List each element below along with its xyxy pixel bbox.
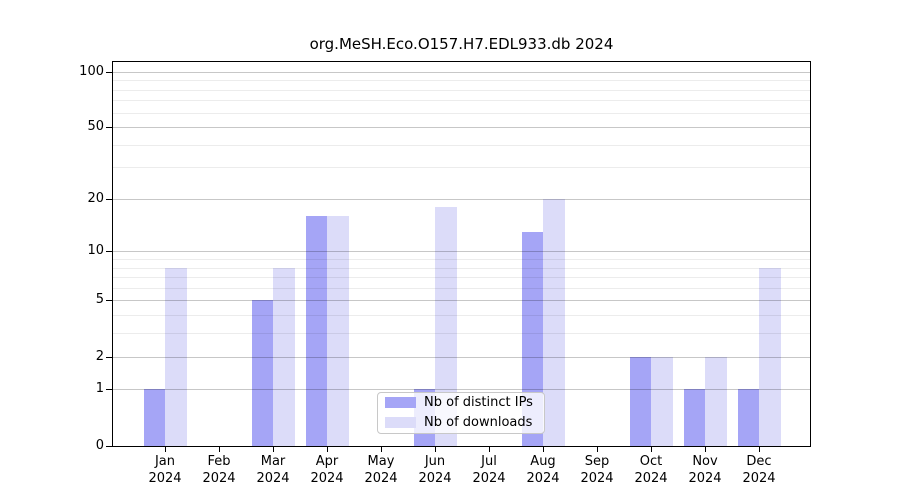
legend-row-downloads: Nb of downloads xyxy=(385,416,544,429)
gridline-minor-30 xyxy=(113,167,810,169)
gridline-major-2 xyxy=(113,356,810,358)
gridline-minor-7 xyxy=(113,277,810,279)
gridline-minor-90 xyxy=(113,80,810,82)
bar-nb-of-distinct-ips-jan xyxy=(143,389,165,446)
y-tick-20 xyxy=(106,198,112,200)
y-tick-10 xyxy=(106,251,112,253)
x-tick-label-jan: Jan 2024 xyxy=(148,453,182,486)
bar-nb-of-distinct-ips-apr xyxy=(305,216,327,446)
gridline-major-50 xyxy=(113,127,810,129)
x-tick-label-jul: Jul 2024 xyxy=(472,453,506,486)
x-tick-feb xyxy=(219,447,220,452)
gridline-minor-8 xyxy=(113,267,810,269)
distinct-ips-swatch-icon xyxy=(385,397,416,408)
gridline-major-5 xyxy=(113,300,810,302)
x-tick-label-nov: Nov 2024 xyxy=(688,453,722,486)
bar-nb-of-downloads-dec xyxy=(759,267,781,446)
y-tick-2 xyxy=(106,356,112,358)
y-tick-label-20: 20 xyxy=(87,190,104,206)
gridline-minor-3 xyxy=(113,333,810,335)
x-tick-label-may: May 2024 xyxy=(364,453,398,486)
x-tick-mar xyxy=(273,447,274,452)
x-tick-label-apr: Apr 2024 xyxy=(310,453,344,486)
y-tick-label-5: 5 xyxy=(95,292,104,308)
bar-nb-of-downloads-jan xyxy=(165,267,187,446)
gridline-major-20 xyxy=(113,198,810,200)
bar-nb-of-distinct-ips-nov xyxy=(683,389,705,446)
x-tick-jun xyxy=(435,447,436,452)
y-tick-0 xyxy=(106,445,112,447)
x-tick-label-jun: Jun 2024 xyxy=(418,453,452,486)
bar-nb-of-downloads-oct xyxy=(651,356,673,446)
gridline-minor-60 xyxy=(113,112,810,114)
x-tick-apr xyxy=(327,447,328,452)
bar-nb-of-distinct-ips-oct xyxy=(629,356,651,446)
gridline-minor-9 xyxy=(113,259,810,260)
gridline-minor-80 xyxy=(113,89,810,91)
y-tick-label-50: 50 xyxy=(87,119,104,135)
legend-label-downloads: Nb of downloads xyxy=(424,415,533,430)
x-tick-dec xyxy=(759,447,760,452)
x-tick-jan xyxy=(165,447,166,452)
gridline-minor-70 xyxy=(113,100,810,102)
x-tick-label-oct: Oct 2024 xyxy=(634,453,668,486)
gridline-minor-6 xyxy=(113,287,810,289)
x-tick-label-feb: Feb 2024 xyxy=(202,453,236,486)
legend-row-distinct-ips: Nb of distinct IPs xyxy=(385,396,544,409)
x-tick-aug xyxy=(543,447,544,452)
legend-label-distinct-ips: Nb of distinct IPs xyxy=(424,395,533,410)
x-tick-label-aug: Aug 2024 xyxy=(526,453,560,486)
bar-nb-of-downloads-jun xyxy=(435,207,457,446)
legend: Nb of distinct IPs Nb of downloads xyxy=(377,391,545,434)
y-tick-label-10: 10 xyxy=(87,243,104,259)
y-tick-label-1: 1 xyxy=(95,381,104,397)
bar-nb-of-distinct-ips-mar xyxy=(251,300,273,446)
gridline-major-10 xyxy=(113,251,810,253)
x-tick-label-dec: Dec 2024 xyxy=(742,453,776,486)
downloads-swatch-icon xyxy=(385,417,416,428)
chart-title: org.MeSH.Eco.O157.H7.EDL933.db 2024 xyxy=(309,35,614,53)
x-tick-sep xyxy=(597,447,598,452)
y-tick-1 xyxy=(106,389,112,391)
bar-nb-of-distinct-ips-dec xyxy=(737,389,759,446)
gridline-minor-4 xyxy=(113,315,810,317)
gridline-major-100 xyxy=(113,71,810,73)
bar-nb-of-downloads-aug xyxy=(543,198,565,446)
x-tick-label-mar: Mar 2024 xyxy=(256,453,290,486)
x-tick-label-sep: Sep 2024 xyxy=(580,453,614,486)
y-tick-50 xyxy=(106,127,112,129)
y-tick-label-100: 100 xyxy=(79,63,104,79)
y-tick-label-2: 2 xyxy=(95,348,104,364)
grid-layer xyxy=(113,62,810,446)
x-tick-jul xyxy=(489,447,490,452)
x-tick-may xyxy=(381,447,382,452)
y-tick-100 xyxy=(106,71,112,73)
bar-nb-of-downloads-nov xyxy=(705,356,727,446)
gridline-major-1 xyxy=(113,389,810,391)
bar-nb-of-downloads-mar xyxy=(273,267,295,446)
x-tick-oct xyxy=(651,447,652,452)
x-tick-nov xyxy=(705,447,706,452)
y-tick-label-0: 0 xyxy=(95,437,104,453)
y-tick-5 xyxy=(106,300,112,302)
bar-nb-of-downloads-apr xyxy=(327,216,349,446)
gridline-minor-40 xyxy=(113,144,810,146)
plot-area xyxy=(112,60,811,447)
